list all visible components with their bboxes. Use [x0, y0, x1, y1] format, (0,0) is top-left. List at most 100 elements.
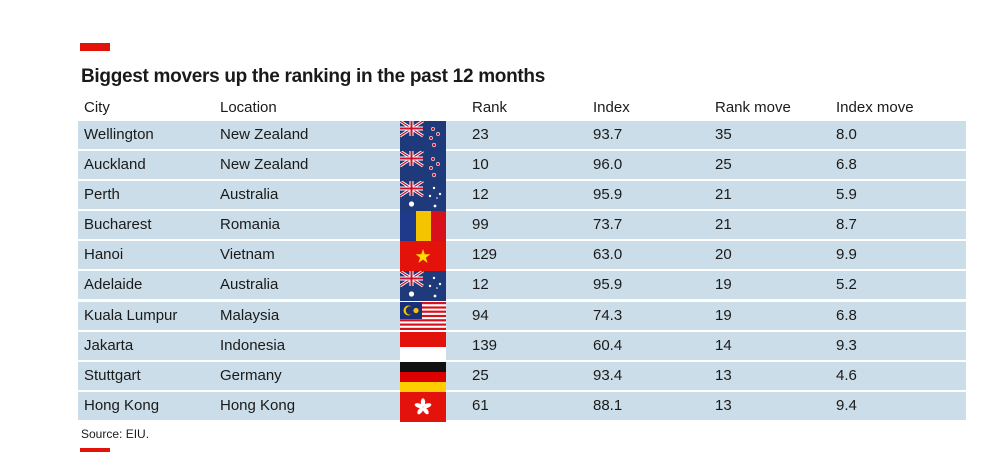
cell-location: Indonesia [220, 336, 286, 354]
cell-rank-move: 21 [715, 216, 732, 234]
indonesia-flag [400, 331, 446, 362]
australia-flag [400, 181, 446, 212]
cell-rank: 23 [472, 126, 489, 143]
cell-index: 96.0 [593, 156, 623, 174]
cell-rank: 25 [472, 366, 489, 384]
cell-location: Germany [220, 366, 282, 384]
cell-index-move: 8.7 [836, 216, 857, 234]
table-row: Kuala Lumpur Malaysia 94 74.3 19 6.8 [78, 301, 966, 332]
table-row: Wellington New Zealand 23 93.7 35 8.0 [78, 121, 966, 151]
cell-index: 73.7 [593, 216, 623, 234]
cell-location: New Zealand [220, 126, 309, 143]
column-header-city: City [84, 99, 110, 116]
cell-rank-move: 20 [715, 246, 732, 264]
row-background [78, 121, 966, 149]
chart-title: Biggest movers up the ranking in the pas… [81, 66, 546, 87]
cell-rank-move: 13 [715, 396, 732, 414]
cell-rank: 61 [472, 396, 489, 414]
cell-rank: 94 [472, 306, 489, 324]
cell-index: 93.4 [593, 366, 623, 384]
cell-index: 63.0 [593, 246, 623, 264]
cell-index-move: 6.8 [836, 306, 857, 324]
table-row: Auckland New Zealand 10 96.0 25 6.8 [78, 151, 966, 182]
cell-city: Hong Kong [84, 396, 160, 414]
new-zealand-flag [400, 151, 446, 182]
hong-kong-flag [400, 391, 446, 422]
cell-city: Auckland [84, 156, 146, 174]
cell-index: 60.4 [593, 336, 623, 354]
table-row: Perth Australia 12 95.9 21 5.9 [78, 181, 966, 212]
cell-rank: 99 [472, 216, 489, 234]
row-background [78, 241, 966, 270]
column-header-rank-move: Rank move [715, 99, 791, 116]
romania-flag [400, 211, 446, 242]
cell-index: 95.9 [593, 276, 623, 294]
new-zealand-flag [400, 121, 446, 151]
cell-city: Adelaide [84, 276, 143, 294]
cell-city: Stuttgart [84, 366, 141, 384]
row-background [78, 391, 966, 420]
cell-location: Romania [220, 216, 281, 234]
cell-rank-move: 21 [715, 186, 732, 204]
column-header-index-move: Index move [836, 99, 914, 116]
column-header-index: Index [593, 99, 630, 116]
cell-city: Wellington [84, 126, 154, 143]
cell-rank-move: 13 [715, 366, 732, 384]
cell-index-move: 5.2 [836, 276, 857, 294]
cell-rank: 139 [472, 336, 498, 354]
cell-index: 95.9 [593, 186, 623, 204]
ranking-table: Wellington New Zealand 23 93.7 35 8.0 Auckland… [78, 121, 966, 422]
row-background [78, 211, 966, 240]
vietnam-flag [400, 241, 446, 272]
cell-index-move: 9.4 [836, 396, 857, 414]
table-row: Hanoi Vietnam 129 63.0 20 9.9 [78, 241, 966, 272]
cell-rank: 10 [472, 156, 489, 174]
cell-rank: 129 [472, 246, 498, 264]
cell-city: Bucharest [84, 216, 152, 234]
cell-rank-move: 14 [715, 336, 732, 354]
cell-location: Australia [220, 276, 279, 294]
australia-flag [400, 271, 446, 302]
cell-city: Hanoi [84, 246, 124, 264]
cell-location: Hong Kong [220, 396, 296, 414]
cell-rank: 12 [472, 186, 489, 204]
accent-bar-bottom [80, 448, 110, 452]
table-row: Hong Kong Hong Kong 61 88.1 13 9.4 [78, 391, 966, 422]
cell-city: Kuala Lumpur [84, 306, 178, 324]
column-header-rank: Rank [472, 99, 508, 116]
source-note: Source: EIU. [81, 427, 150, 441]
cell-city: Perth [84, 186, 120, 204]
cell-rank-move: 19 [715, 276, 732, 294]
cell-index: 93.7 [593, 126, 623, 143]
cell-rank-move: 35 [715, 126, 732, 143]
cell-location: Australia [220, 186, 279, 204]
cell-index-move: 8.0 [836, 126, 857, 143]
cell-index-move: 9.9 [836, 246, 857, 264]
cell-index-move: 5.9 [836, 186, 857, 204]
cell-rank-move: 25 [715, 156, 732, 174]
table-row: Bucharest Romania 99 73.7 21 8.7 [78, 211, 966, 242]
row-background [78, 331, 966, 360]
malaysia-flag [400, 301, 446, 332]
cell-rank: 12 [472, 276, 489, 294]
cell-location: New Zealand [220, 156, 309, 174]
cell-index: 88.1 [593, 396, 623, 414]
table-header: City Location Rank Index Rank move Index… [78, 99, 966, 121]
table-row: Adelaide Australia 12 95.9 19 5.2 [78, 271, 966, 302]
row-background [78, 301, 966, 330]
table-row: Stuttgart Germany 25 93.4 13 4.6 [78, 361, 966, 392]
accent-bar-top [80, 43, 110, 51]
cell-rank-move: 19 [715, 306, 732, 324]
cell-index-move: 6.8 [836, 156, 857, 174]
cell-city: Jakarta [84, 336, 134, 354]
cell-location: Malaysia [220, 306, 280, 324]
table-row: Jakarta Indonesia 139 60.4 14 9.3 [78, 331, 966, 362]
row-background [78, 151, 966, 180]
row-background [78, 271, 966, 300]
cell-index-move: 9.3 [836, 336, 857, 354]
cell-location: Vietnam [220, 246, 275, 264]
germany-flag [400, 361, 446, 392]
column-header-location: Location [220, 99, 277, 116]
cell-index-move: 4.6 [836, 366, 857, 384]
row-background [78, 181, 966, 210]
